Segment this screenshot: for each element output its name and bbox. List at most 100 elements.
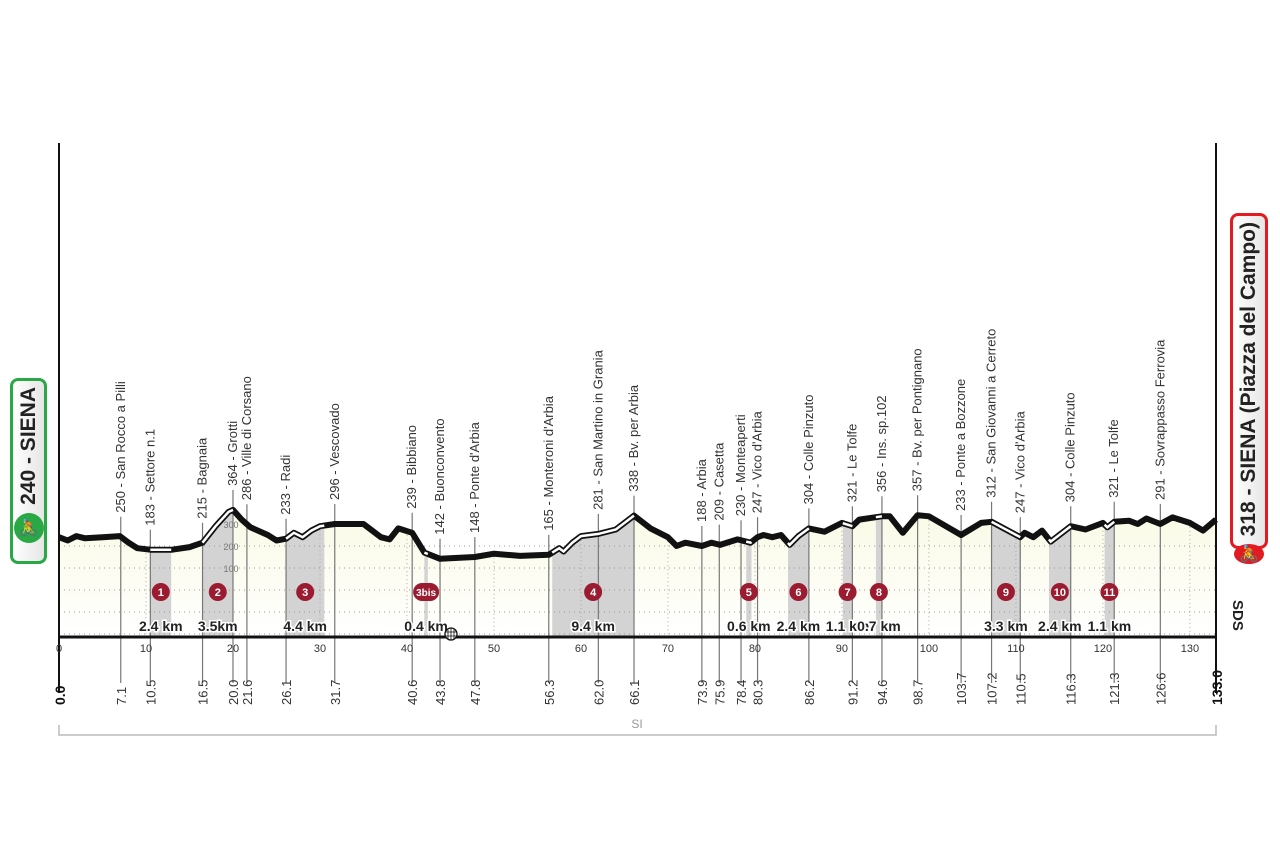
sector-gravel-line (423, 551, 429, 556)
waypoint-km: 26.1 (279, 680, 294, 705)
y-tick-label: 300 (223, 520, 238, 530)
finish-badge: 318 - SIENA (Piazza del Campo) 🚴 (1230, 213, 1268, 565)
waypoint-label: 165 - Monteroni d'Arbia (541, 395, 556, 530)
sector-number-badge (1100, 583, 1119, 601)
waypoint-km: 62.0 (591, 680, 606, 705)
sector-shading (875, 516, 882, 637)
sector-number-badge (739, 583, 758, 601)
sector-number: 4 (590, 587, 597, 599)
waypoint-label: 304 - Colle Pinzuto (1063, 392, 1078, 502)
x-tick-label: 110 (1007, 643, 1025, 655)
waypoint-label: 312 - San Giovanni a Cerreto (984, 329, 999, 498)
sector-length: 4.4 km (283, 618, 327, 634)
sector-length: 1.1 km (826, 618, 870, 634)
waypoint-km: 78.4 (734, 680, 749, 705)
x-tick-label: 40 (401, 643, 413, 655)
sector-length: 0.7 km (857, 618, 901, 634)
sector-number-badge (413, 583, 440, 601)
sds-label: SDS (1229, 600, 1246, 631)
sector-length: 2.4 km (1038, 618, 1082, 634)
sector-gravel-line (991, 520, 1021, 539)
waypoint-km: 7.1 (114, 687, 129, 705)
sector-number: 1 (158, 587, 164, 599)
sector-shading (1048, 526, 1071, 637)
waypoint-km: 31.7 (328, 680, 343, 705)
sector-length: 0.4 km (404, 618, 448, 634)
sector-number: 8 (876, 587, 882, 599)
waypoint-km: 86.2 (802, 680, 817, 705)
waypoint-km: 47.8 (468, 680, 483, 705)
waypoint-km: 20.0 (226, 680, 241, 705)
sector-gravel-line (787, 527, 810, 547)
sector-number: 2 (215, 587, 221, 599)
start-badge: 240 - SIENA 🚴 (10, 378, 47, 564)
waypoint-km: 16.5 (196, 680, 211, 705)
sector-gravel-line (875, 515, 883, 519)
sector-gravel-line (551, 514, 635, 554)
waypoint-km: 103.7 (954, 672, 969, 705)
waypoint-km: 56.3 (542, 680, 557, 705)
sector-gravel-line (285, 524, 325, 540)
waypoint-label: 233 - Ponte a Bozzone (953, 379, 968, 511)
waypoint-km: 43.8 (433, 680, 448, 705)
waypoint-label: 142 - Buonconvento (432, 418, 447, 534)
waypoint-km: 126.6 (1153, 672, 1168, 705)
sector-number: 5 (746, 587, 752, 599)
sector-length: 3.3 km (984, 618, 1028, 634)
waypoint-label: 215 - Bagnaia (195, 437, 210, 519)
grid-marker-icon-lines (446, 628, 456, 640)
sector-length: 0.6 km (727, 618, 771, 634)
sector-number-badge (789, 583, 808, 601)
waypoint-label: 230 - Monteaperti (733, 414, 748, 516)
x-tick-label: 20 (227, 643, 239, 655)
waypoint-km: 91.2 (845, 680, 860, 705)
waypoint-label: 357 - Bv. per Pontignano (910, 348, 925, 491)
x-tick-label: 0 (56, 643, 62, 655)
waypoint-label: 183 - Settore n.1 (142, 429, 157, 526)
sector-number: 6 (795, 587, 801, 599)
waypoint-km: 75.9 (712, 680, 727, 705)
sector-gravel-line (842, 522, 853, 528)
si-bracket (58, 725, 1217, 736)
sector-number: 11 (1104, 587, 1116, 599)
sector-shading (286, 525, 325, 637)
sector-shading (1104, 521, 1115, 637)
sector-number-badge (838, 583, 857, 601)
sector-length: 9.4 km (571, 618, 615, 634)
waypoint-label: 321 - Le Tolfe (844, 424, 859, 503)
profile-line (57, 506, 1218, 562)
start-km: 0.0 (52, 685, 68, 705)
waypoint-km: 98.7 (911, 680, 926, 705)
waypoint-label: 364 - Grotti (225, 421, 240, 486)
waypoint-km: 107.2 (985, 672, 1000, 705)
waypoint-km: 66.1 (627, 680, 642, 705)
waypoint-km: 80.3 (751, 680, 766, 705)
x-tick-label: 60 (575, 643, 587, 655)
sector-number-badge (1050, 583, 1069, 601)
finish-label: 318 - SIENA (Piazza del Campo) (1237, 222, 1260, 537)
waypoint-km: 94.6 (875, 680, 890, 705)
waypoint-label: 148 - Ponte d'Arbia (467, 421, 482, 533)
waypoint-label: 247 - Vico d'Arbia (750, 410, 765, 513)
waypoint-label: 239 - Bibbiano (404, 425, 419, 509)
sector-number-badge (208, 583, 227, 601)
waypoint-km: 21.6 (240, 680, 255, 705)
sector-length: 2.4 km (777, 618, 821, 634)
waypoint-km: 121.3 (1107, 672, 1122, 705)
sector-gravel-line (1103, 520, 1115, 529)
waypoint-label: 321 - Le Tolfe (1106, 419, 1121, 498)
waypoint-km: 10.5 (143, 680, 158, 705)
sector-length: 1.1 km (1088, 618, 1132, 634)
profile-area (59, 509, 1216, 637)
waypoint-label: 250 - San Rocco a Pilli (113, 381, 128, 513)
waypoint-label: 209 - Casetta (711, 442, 726, 521)
x-tick-label: 50 (488, 643, 500, 655)
sector-number-badge (584, 583, 603, 601)
sector-number-badge (996, 583, 1015, 601)
waypoint-label: 338 - Bv. per Arbia (626, 384, 641, 491)
x-tick-label: 130 (1181, 643, 1199, 655)
sector-gravel-line (745, 540, 753, 545)
sector-number-badge (151, 583, 170, 601)
x-tick-label: 100 (920, 643, 938, 655)
